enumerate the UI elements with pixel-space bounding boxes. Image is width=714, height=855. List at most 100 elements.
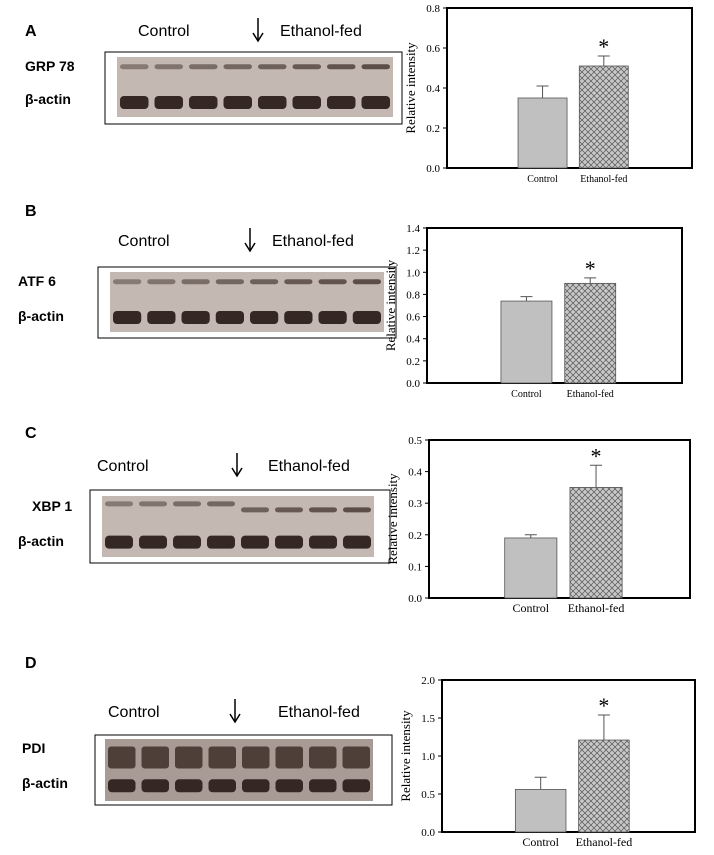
panel-label: A xyxy=(25,23,37,40)
error-bar xyxy=(534,776,547,790)
band xyxy=(208,746,236,769)
band xyxy=(189,96,218,109)
y-axis-title: Relative intensity xyxy=(403,42,418,134)
band xyxy=(309,779,337,793)
band xyxy=(258,96,287,109)
band xyxy=(318,311,347,324)
y-tick-label: 0.3 xyxy=(408,498,422,510)
group-label: Ethanol-fed xyxy=(268,458,350,475)
band xyxy=(139,501,167,507)
panel-label: B xyxy=(25,203,37,220)
y-tick-label: 0.8 xyxy=(406,289,420,301)
group-label: Control xyxy=(138,23,190,40)
significance-annotation: * xyxy=(591,443,602,468)
band xyxy=(309,746,337,769)
band xyxy=(105,535,133,549)
row-label: XBP 1 xyxy=(32,498,72,514)
arrow-head xyxy=(229,713,241,724)
row-label: β-actin xyxy=(25,91,71,107)
x-tick-label: Ethanol-fed xyxy=(576,835,633,849)
y-tick-label: 1.5 xyxy=(421,713,435,725)
band xyxy=(284,279,313,285)
band xyxy=(292,96,321,109)
group-label: Ethanol-fed xyxy=(278,704,360,721)
plot-frame xyxy=(426,227,683,384)
x-tick-label: Ethanol-fed xyxy=(568,601,625,615)
band xyxy=(309,507,337,513)
band xyxy=(342,746,370,769)
band xyxy=(207,535,235,549)
band xyxy=(275,507,303,513)
bar xyxy=(517,97,568,169)
y-tick-label: 0.5 xyxy=(421,789,435,801)
y-tick-label: 0.0 xyxy=(406,378,420,390)
band xyxy=(327,64,356,70)
bar xyxy=(504,537,558,599)
y-tick-label: 0.8 xyxy=(426,3,440,15)
band xyxy=(327,96,356,109)
band xyxy=(175,746,203,769)
plot-frame xyxy=(446,7,693,169)
band xyxy=(173,501,201,507)
band xyxy=(215,311,244,324)
band xyxy=(284,311,313,324)
band xyxy=(147,311,176,324)
band xyxy=(215,279,244,285)
band xyxy=(207,501,235,507)
significance-annotation: * xyxy=(598,693,609,718)
band xyxy=(361,96,390,109)
bar xyxy=(500,300,553,384)
band xyxy=(154,96,183,109)
y-tick-label: 0.1 xyxy=(408,561,422,573)
y-tick-label: 1.2 xyxy=(406,245,420,257)
row-label: GRP 78 xyxy=(25,58,75,74)
band xyxy=(108,746,136,769)
band xyxy=(141,746,169,769)
band xyxy=(292,64,321,70)
group-label: Control xyxy=(118,233,170,250)
y-axis-title: Relative intensity xyxy=(385,473,400,565)
band xyxy=(275,746,303,769)
bar xyxy=(578,739,630,833)
row-label: β-actin xyxy=(18,533,64,549)
group-label: Ethanol-fed xyxy=(272,233,354,250)
band xyxy=(181,279,210,285)
y-tick-label: 1.0 xyxy=(406,267,420,279)
band xyxy=(113,279,142,285)
y-tick-label: 0.6 xyxy=(426,43,440,55)
group-label: Ethanol-fed xyxy=(280,23,362,40)
band xyxy=(154,64,183,70)
band xyxy=(275,535,303,549)
x-tick-label: Control xyxy=(511,389,542,400)
significance-annotation: * xyxy=(598,34,609,59)
group-label: Control xyxy=(97,458,149,475)
bar xyxy=(578,65,629,169)
band xyxy=(223,96,252,109)
bar xyxy=(564,282,617,384)
band xyxy=(309,535,337,549)
band xyxy=(173,535,201,549)
y-tick-label: 1.0 xyxy=(421,751,435,763)
band xyxy=(361,64,390,70)
band xyxy=(352,311,381,324)
bar xyxy=(569,486,623,599)
y-tick-label: 0.2 xyxy=(406,356,420,368)
band xyxy=(275,779,303,793)
error-bar xyxy=(590,464,603,488)
arrow-head xyxy=(244,242,256,253)
error-bar xyxy=(597,55,610,66)
row-label: β-actin xyxy=(18,308,64,324)
panel-label: C xyxy=(25,425,37,442)
arrow-head xyxy=(252,32,264,43)
y-tick-label: 0.0 xyxy=(408,593,422,605)
band xyxy=(352,279,381,285)
y-tick-label: 0.5 xyxy=(408,435,422,447)
band xyxy=(208,779,236,793)
band xyxy=(242,779,270,793)
row-label: β-actin xyxy=(22,775,68,791)
band xyxy=(250,279,279,285)
y-tick-label: 0.6 xyxy=(406,312,420,324)
error-bar xyxy=(584,277,597,284)
x-tick-label: Ethanol-fed xyxy=(580,174,627,185)
